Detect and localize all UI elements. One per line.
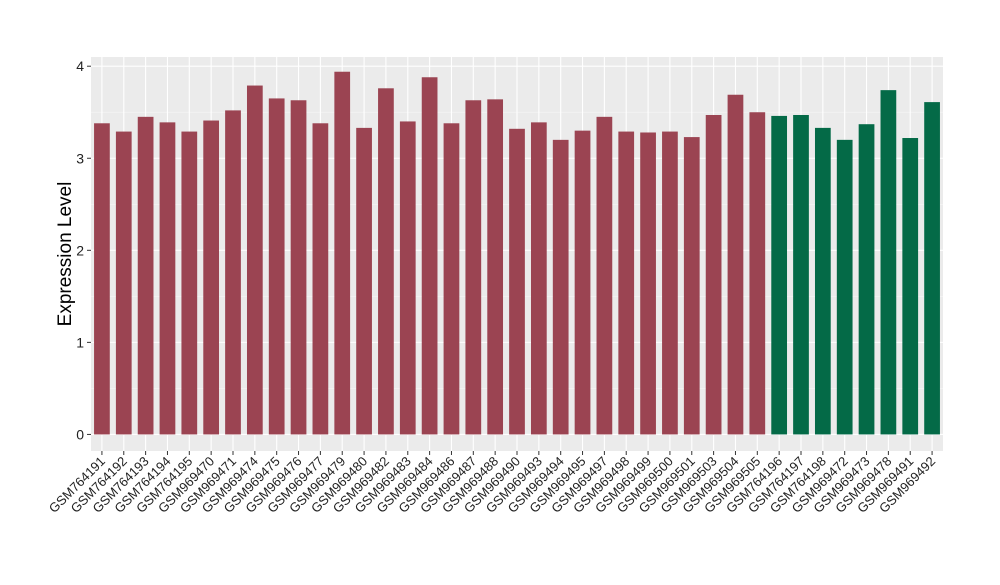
bar-gsm764192 (115, 131, 132, 435)
bar-gsm969503 (705, 114, 722, 435)
bar-gsm969504 (727, 94, 744, 435)
bar-gsm969492 (924, 102, 940, 435)
y-axis-title: Expression Level (55, 182, 76, 327)
bar-gsm969498 (618, 131, 635, 435)
bar-gsm969494 (552, 139, 569, 435)
bar-gsm969473 (858, 124, 875, 435)
bar-gsm969490 (509, 128, 525, 435)
bar-gsm969501 (683, 137, 700, 435)
bar-gsm764195 (181, 131, 198, 435)
bar-gsm969475 (268, 98, 285, 435)
bar-gsm969497 (596, 116, 613, 435)
bar-gsm969487 (465, 100, 482, 435)
bar-gsm969474 (246, 85, 263, 435)
bar-gsm969500 (662, 131, 678, 435)
bar-gsm969486 (443, 123, 460, 435)
bar-gsm969470 (203, 120, 220, 435)
bar-gsm969488 (487, 99, 504, 435)
y-axis: 0 1 2 3 4 (76, 58, 91, 442)
y-tick-label: 0 (76, 426, 84, 442)
y-tick-label: 1 (76, 334, 84, 350)
bar-gsm969493 (530, 122, 547, 435)
bar-gsm969484 (421, 77, 438, 435)
bar-gsm969471 (225, 110, 241, 435)
bar-gsm969483 (399, 121, 416, 435)
bar-gsm969499 (640, 132, 656, 435)
x-axis: GSM764191GSM764192GSM764193GSM764194GSM7… (46, 451, 938, 516)
y-tick-label: 4 (76, 58, 84, 74)
y-tick-label: 2 (76, 242, 84, 258)
bar-gsm969478 (880, 90, 897, 435)
bar-gsm969505 (749, 112, 766, 435)
bar-gsm969480 (356, 127, 372, 435)
bar-gsm764196 (771, 115, 788, 435)
bar-gsm764193 (137, 116, 154, 435)
bar-gsm969491 (902, 138, 919, 435)
y-tick-label: 3 (76, 150, 84, 166)
bars-group (94, 71, 940, 435)
bar-gsm764197 (793, 114, 809, 435)
bar-gsm764194 (159, 122, 176, 435)
bar-gsm969477 (312, 123, 329, 435)
bar-gsm969479 (334, 71, 351, 435)
bar-gsm969495 (574, 130, 591, 435)
bar-gsm969482 (378, 88, 394, 435)
bar-gsm764191 (94, 123, 110, 435)
bar-gsm969476 (290, 100, 307, 435)
bar-gsm764198 (814, 127, 831, 435)
bar-gsm969472 (836, 139, 853, 435)
